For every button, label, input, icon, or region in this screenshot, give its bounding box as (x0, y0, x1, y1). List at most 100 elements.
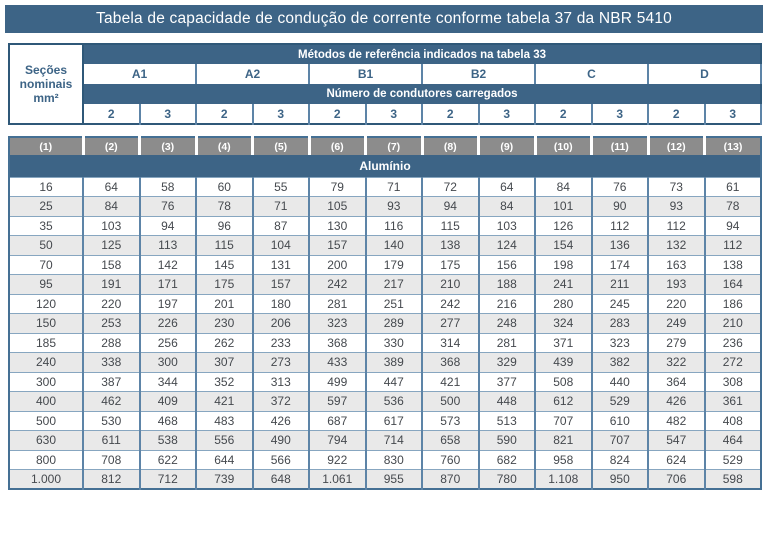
column-index-cell: (4) (194, 137, 253, 155)
capacity-value-cell: 58 (138, 176, 197, 197)
section-cell: 25 (9, 196, 84, 217)
capacity-value-cell: 329 (477, 352, 536, 373)
capacity-value-cell: 179 (364, 254, 423, 275)
capacity-value-cell: 253 (82, 313, 140, 334)
column-index-cell: (8) (420, 137, 479, 155)
capacity-value-cell: 84 (477, 196, 536, 217)
capacity-value-cell: 136 (590, 235, 649, 256)
capacity-value-cell: 462 (82, 391, 140, 412)
capacity-value-cell: 248 (477, 313, 536, 334)
capacity-value-cell: 712 (138, 469, 197, 490)
capacity-value-cell: 126 (534, 215, 592, 236)
capacity-value-cell: 125 (82, 235, 140, 256)
column-index-cell: (1) (9, 137, 83, 155)
capacity-value-cell: 198 (534, 254, 592, 275)
capacity-value-cell: 124 (477, 235, 536, 256)
capacity-value-cell: 707 (534, 410, 592, 431)
column-index-cell: (6) (307, 137, 366, 155)
capacity-value-cell: 138 (703, 254, 762, 275)
capacity-value-cell: 281 (477, 332, 536, 353)
capacity-value-cell: 174 (590, 254, 649, 275)
section-cell: 70 (9, 254, 84, 275)
conductor-count-cell: 2 (308, 104, 367, 124)
capacity-value-cell: 344 (138, 371, 197, 392)
capacity-value-cell: 103 (477, 215, 536, 236)
capacity-value-cell: 426 (251, 410, 310, 431)
capacity-value-cell: 251 (364, 293, 423, 314)
section-cell: 35 (9, 215, 84, 236)
capacity-value-cell: 79 (308, 176, 366, 197)
capacity-value-cell: 96 (195, 215, 253, 236)
section-cell: 500 (9, 410, 84, 431)
capacity-value-cell: 210 (421, 274, 479, 295)
material-row: Alumínio (9, 155, 761, 177)
capacity-value-cell: 105 (308, 196, 366, 217)
conductor-count-cell: 3 (590, 104, 649, 124)
section-cell: 95 (9, 274, 84, 295)
capacity-value-cell: 706 (647, 469, 705, 490)
capacity-value-cell: 610 (590, 410, 649, 431)
capacity-value-cell: 84 (534, 176, 592, 197)
capacity-value-cell: 171 (138, 274, 197, 295)
capacity-value-cell: 499 (308, 371, 366, 392)
capacity-value-cell: 206 (251, 313, 310, 334)
capacity-value-cell: 870 (421, 469, 479, 490)
capacity-value-cell: 955 (364, 469, 423, 490)
capacity-value-cell: 421 (195, 391, 253, 412)
capacity-value-cell: 387 (82, 371, 140, 392)
conductor-count-cell: 3 (138, 104, 197, 124)
page: Tabela de capacidade de condução de corr… (0, 5, 768, 543)
table-row: 25 84 76 78 71 105 93 94 84 101 90 93 78 (9, 196, 762, 217)
table-row: 800 708 622 644 566 922 830 760 682 958 824 624 529 (9, 449, 762, 470)
capacity-value-cell: 352 (195, 371, 253, 392)
capacity-value-cell: 156 (477, 254, 536, 275)
column-index-cell: (11) (590, 137, 648, 155)
table-row: 70 158 142 145 131 200 179 175 156 198 174 163 138 (9, 254, 762, 275)
column-index-cell: (3) (138, 137, 196, 155)
column-index-cell: (7) (364, 137, 422, 155)
capacity-value-cell: 682 (477, 449, 536, 470)
table-row: 35 103 94 96 87 130 116 115 103 126 112 112 94 (9, 215, 762, 236)
capacity-value-cell: 279 (647, 332, 705, 353)
capacity-value-cell: 101 (534, 196, 592, 217)
capacity-value-cell: 262 (195, 332, 253, 353)
capacity-value-cell: 93 (647, 196, 705, 217)
section-cell: 300 (9, 371, 84, 392)
capacity-value-cell: 78 (703, 196, 762, 217)
capacity-value-cell: 112 (647, 215, 705, 236)
capacity-value-cell: 277 (421, 313, 479, 334)
capacity-value-cell: 780 (477, 469, 536, 490)
capacity-value-cell: 175 (421, 254, 479, 275)
capacity-value-cell: 821 (534, 430, 592, 451)
table-row: 120 220 197 201 180 281 251 242 216 280 245 220 186 (9, 293, 762, 314)
capacity-value-cell: 201 (195, 293, 253, 314)
capacity-value-cell: 538 (138, 430, 197, 451)
sections-line-1: Seções (24, 62, 68, 77)
capacity-value-cell: 1.061 (308, 469, 366, 490)
capacity-value-cell: 529 (703, 449, 762, 470)
capacity-value-cell: 573 (421, 410, 479, 431)
capacity-value-cell: 644 (195, 449, 253, 470)
capacity-value-cell: 830 (364, 449, 423, 470)
capacity-value-cell: 140 (364, 235, 423, 256)
table-row: 50 125 113 115 104 157 140 138 124 154 136 132 112 (9, 235, 762, 256)
capacity-value-cell: 71 (251, 196, 310, 217)
capacity-value-cell: 104 (251, 235, 310, 256)
capacity-value-cell: 439 (534, 352, 592, 373)
capacity-value-cell: 115 (195, 235, 253, 256)
capacity-value-cell: 220 (647, 293, 705, 314)
capacity-value-cell: 180 (251, 293, 310, 314)
capacity-value-cell: 112 (590, 215, 649, 236)
capacity-value-cell: 241 (534, 274, 592, 295)
page-title: Tabela de capacidade de condução de corr… (5, 5, 763, 33)
methods-title-row: Seções nominais mm² Métodos de referênci… (9, 44, 762, 124)
capacity-value-cell: 158 (82, 254, 140, 275)
capacity-value-cell: 617 (364, 410, 423, 431)
capacity-value-cell: 323 (308, 313, 366, 334)
capacity-value-cell: 500 (421, 391, 479, 412)
capacity-value-cell: 73 (647, 176, 705, 197)
capacity-value-cell: 245 (590, 293, 649, 314)
capacity-value-cell: 138 (421, 235, 479, 256)
material-label: Alumínio (9, 155, 761, 177)
capacity-value-cell: 94 (703, 215, 762, 236)
